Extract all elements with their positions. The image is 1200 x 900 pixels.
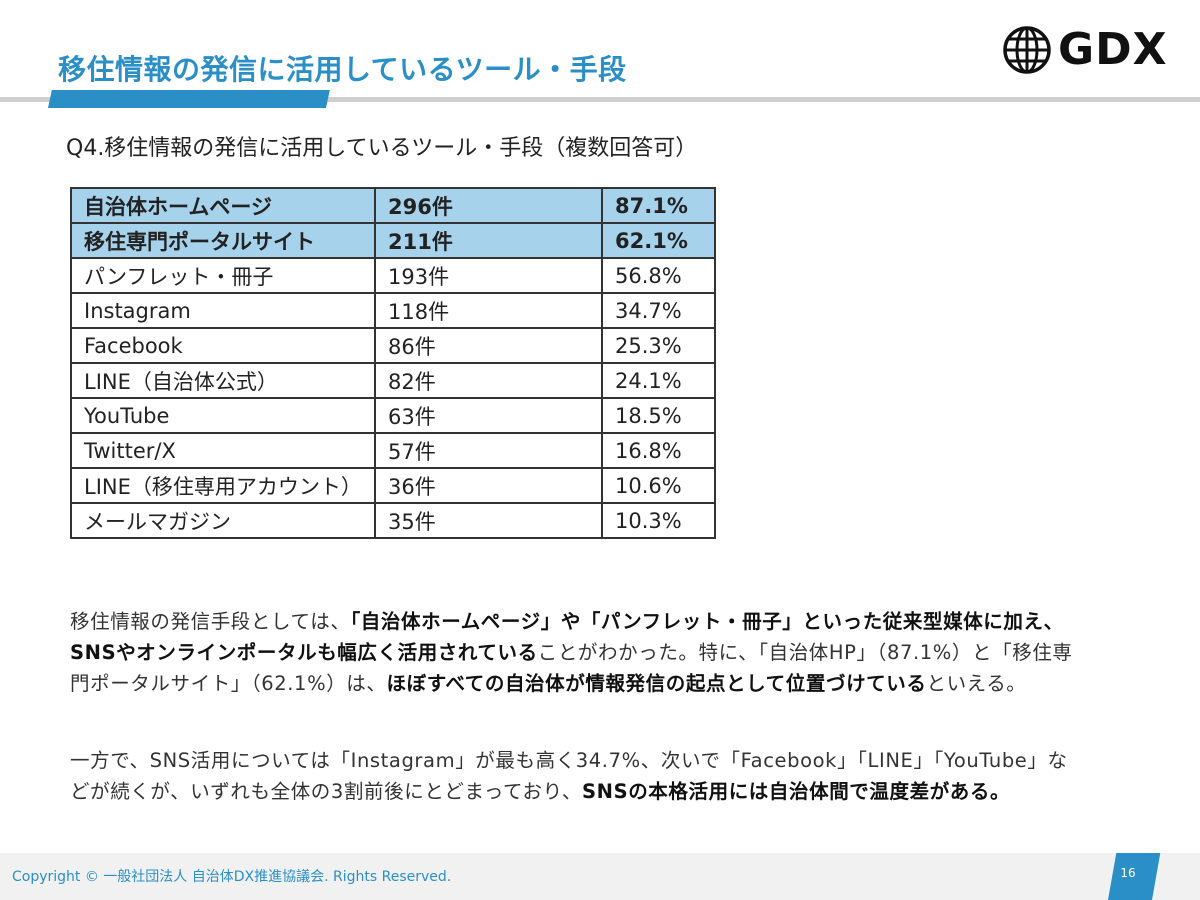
body-text: ことがわかった。特に、「自治体HP」（87.1%）と「移住専門ポータルサイト」（…: [70, 641, 1073, 695]
item-name-cell: 移住専門ポータルサイト: [70, 222, 376, 259]
count-cell: 86件: [374, 327, 603, 364]
title-divider: [0, 97, 1200, 102]
body-text: といえる。: [926, 672, 1027, 695]
body-text: 一方で、SNS活用については「Instagram」が最も高く34.7%、次いで「…: [70, 749, 1068, 803]
page-number: 16: [1120, 866, 1136, 880]
gdx-logo: GDX: [1002, 24, 1184, 76]
table-row: メールマガジン 35件 10.3%: [70, 502, 716, 539]
question-heading: Q4.移住情報の発信に活用しているツール・手段（複数回答可）: [66, 136, 698, 161]
table-row: 自治体ホームページ 296件 87.1%: [70, 187, 716, 224]
count-cell: 193件: [374, 257, 603, 294]
emphasis-text: 「自治体ホームページ」や「パンフレット・冊子」といった従来型媒体に加え、SNSや…: [70, 610, 1064, 664]
item-name-cell: LINE（自治体公式）: [70, 362, 376, 399]
count-cell: 63件: [374, 397, 603, 434]
table-row: YouTube 63件 18.5%: [70, 397, 716, 434]
page-title: 移住情報の発信に活用しているツール・手段: [58, 53, 627, 86]
body-text: 移住情報の発信手段としては、: [70, 610, 351, 633]
table-row: Instagram 118件 34.7%: [70, 292, 716, 329]
footer-band: [0, 853, 1200, 900]
results-table: 自治体ホームページ 296件 87.1% 移住専門ポータルサイト 211件 62.1% パン…: [70, 187, 716, 539]
count-cell: 57件: [374, 432, 603, 469]
count-cell: 296件: [374, 187, 603, 224]
table-row: 移住専門ポータルサイト 211件 62.1%: [70, 222, 716, 259]
percent-cell: 24.1%: [601, 362, 716, 399]
percent-cell: 87.1%: [601, 187, 716, 224]
percent-cell: 10.3%: [601, 502, 716, 539]
count-cell: 35件: [374, 502, 603, 539]
item-name-cell: パンフレット・冊子: [70, 257, 376, 294]
item-name-cell: LINE（移住専用アカウント）: [70, 467, 376, 504]
table-row: Twitter/X 57件 16.8%: [70, 432, 716, 469]
item-name-cell: YouTube: [70, 397, 376, 434]
summary-paragraph-2: 一方で、SNS活用については「Instagram」が最も高く34.7%、次いで「…: [70, 745, 1080, 807]
percent-cell: 10.6%: [601, 467, 716, 504]
percent-cell: 16.8%: [601, 432, 716, 469]
emphasis-text: SNSの本格活用には自治体間で温度差がある。: [582, 780, 1011, 803]
item-name-cell: Twitter/X: [70, 432, 376, 469]
percent-cell: 56.8%: [601, 257, 716, 294]
item-name-cell: 自治体ホームページ: [70, 187, 376, 224]
count-cell: 82件: [374, 362, 603, 399]
emphasis-text: ほぼすべての自治体が情報発信の起点として位置づけている: [386, 672, 927, 695]
table-row: LINE（自治体公式） 82件 24.1%: [70, 362, 716, 399]
item-name-cell: Facebook: [70, 327, 376, 364]
item-name-cell: メールマガジン: [70, 502, 376, 539]
logo-text: GDX: [1058, 24, 1168, 75]
table-row: Facebook 86件 25.3%: [70, 327, 716, 364]
table-row: LINE（移住専用アカウント） 36件 10.6%: [70, 467, 716, 504]
table-row: パンフレット・冊子 193件 56.8%: [70, 257, 716, 294]
percent-cell: 25.3%: [601, 327, 716, 364]
copyright-text: Copyright © 一般社団法人 自治体DX推進協議会. Rights Re…: [12, 869, 452, 885]
title-accent-bar: [48, 90, 330, 108]
count-cell: 36件: [374, 467, 603, 504]
summary-paragraph-1: 移住情報の発信手段としては、「自治体ホームページ」や「パンフレット・冊子」といっ…: [70, 606, 1080, 699]
percent-cell: 18.5%: [601, 397, 716, 434]
count-cell: 118件: [374, 292, 603, 329]
percent-cell: 34.7%: [601, 292, 716, 329]
count-cell: 211件: [374, 222, 603, 259]
percent-cell: 62.1%: [601, 222, 716, 259]
globe-icon: [1003, 26, 1051, 74]
item-name-cell: Instagram: [70, 292, 376, 329]
